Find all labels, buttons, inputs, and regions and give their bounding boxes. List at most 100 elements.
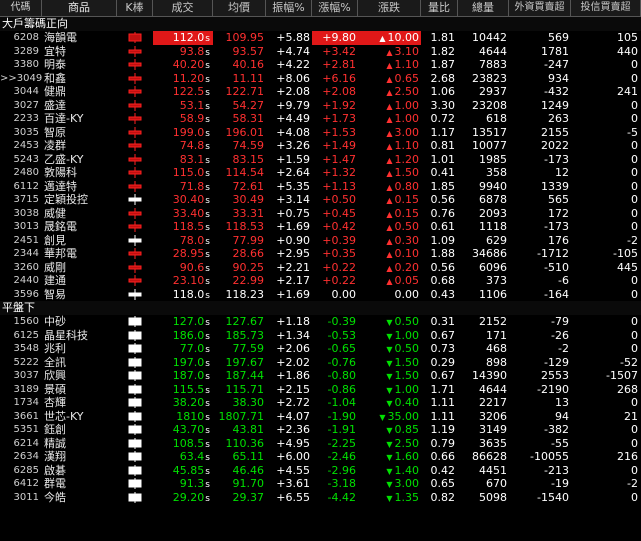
deal-value: 30.40 <box>172 193 205 206</box>
stock-name[interactable]: 世芯-KY <box>44 409 84 423</box>
stock-name[interactable]: 漢翔 <box>44 450 66 463</box>
table-row[interactable]: 2233 百達-KY 58.9s 58.31 +4.49 +1.73 ▲ 1.00 0.72 61… <box>0 112 641 126</box>
stock-name[interactable]: 健鼎 <box>44 85 66 98</box>
table-row[interactable]: 6285 啟碁 45.85s 46.46 +4.55 -2.96 ▼ 1.40 0.42 4451… <box>0 464 641 478</box>
stock-name[interactable]: 創見 <box>44 233 66 247</box>
table-row[interactable]: 3038 威健 33.40s 33.31 +0.75 +0.45 ▲ 0.15 0.76 2093… <box>0 207 641 221</box>
stock-name[interactable]: 杏輝 <box>44 396 66 409</box>
change-pct: -0.39 <box>327 315 356 328</box>
change-pct: -2.25 <box>327 436 356 450</box>
header-pct[interactable]: 漲幅% <box>312 0 358 16</box>
table-row[interactable]: >>3049 和鑫 11.20s 11.11 +8.06 +6.16 ▲ 0.65 2.68 23… <box>0 72 641 86</box>
header-code[interactable]: 代碼 <box>0 0 42 16</box>
stock-name[interactable]: 邁達特 <box>44 179 77 193</box>
table-row[interactable]: 3661 世芯-KY 1810s 1807.71 +4.07 -1.90 ▼ 35.00 1.1… <box>0 410 641 424</box>
stock-name[interactable]: 海韻電 <box>44 31 77 44</box>
table-row[interactable]: 6214 精誠 108.5s 110.36 +4.95 -2.25 ▼ 2.50 0.79 363… <box>0 437 641 451</box>
stock-name[interactable]: 智易 <box>44 287 66 301</box>
table-row[interactable]: 5222 全訊 197.0s 197.67 +2.02 -0.76 ▼ 1.50 0.29 898… <box>0 356 641 370</box>
table-row[interactable]: 5243 乙盛-KY 83.1s 83.15 +1.59 +1.47 ▲ 1.20 1.01 19… <box>0 153 641 167</box>
table-row[interactable]: 3037 欣興 187.0s 187.44 +1.86 -0.80 ▼ 1.50 0.67 143… <box>0 369 641 383</box>
table-row[interactable]: 3260 威剛 90.6s 90.25 +2.21 +0.22 ▲ 0.20 0.56 6096-… <box>0 261 641 275</box>
stock-name[interactable]: 盛達 <box>44 98 66 112</box>
header-chg[interactable]: 漲跌 <box>358 0 421 16</box>
table-row[interactable]: 6208 海韻電 112.0s 109.95 +5.88 +9.80 ▲ 10.00 1.81 1… <box>0 31 641 45</box>
table-row[interactable]: 2344 華邦電 28.95s 28.66 +2.95 +0.35 ▲ 0.10 1.88 346… <box>0 247 641 261</box>
stock-name[interactable]: 中砂 <box>44 315 66 328</box>
table-row[interactable]: 2453 凌群 74.8s 74.59 +3.26 +1.49 ▲ 1.10 0.81 10077… <box>0 139 641 153</box>
table-row[interactable]: 3011 今皓 29.20s 29.37 +6.55 -4.42 ▼ 1.35 0.82 5098… <box>0 491 641 505</box>
header-name[interactable]: 商品 <box>42 0 117 16</box>
stock-name[interactable]: 和鑫 <box>44 71 66 85</box>
stock-name[interactable]: 明泰 <box>44 58 66 71</box>
stock-name[interactable]: 全訊 <box>44 355 66 369</box>
header-deal[interactable]: 成交 <box>153 0 213 16</box>
table-row[interactable]: 2634 漢翔 63.4s 65.11 +6.00 -2.46 ▼ 1.60 0.66 86628… <box>0 450 641 464</box>
down-arrow-icon: ▼ <box>386 453 393 462</box>
change-amount: 0.05 <box>394 274 420 287</box>
stock-name[interactable]: 定穎投控 <box>44 193 88 206</box>
table-row[interactable]: 3189 景碩 115.5s 115.71 +2.15 -0.86 ▼ 1.00 1.71 464… <box>0 383 641 397</box>
table-row[interactable]: 3596 智易 118.0s 118.23 +1.69 0.00 0.00 0.43 1106 -… <box>0 288 641 302</box>
up-arrow-icon: ▲ <box>386 250 393 259</box>
change-pct: +0.45 <box>322 206 356 220</box>
stock-name[interactable]: 景碩 <box>44 382 66 396</box>
stock-name[interactable]: 智原 <box>44 125 66 139</box>
stock-name[interactable]: 欣興 <box>44 369 66 382</box>
change-pct: -1.91 <box>327 423 356 436</box>
stock-name[interactable]: 晟銘電 <box>44 220 77 233</box>
stock-name[interactable]: 啟碁 <box>44 463 66 477</box>
candlestick-icon <box>128 383 142 395</box>
total-volume: 4644 <box>479 44 507 58</box>
table-row[interactable]: 3548 兆利 77.0s 77.59 +2.06 -0.65 ▼ 0.50 0.73 468 -2… <box>0 342 641 356</box>
header-fi[interactable]: 外資買賣超 <box>509 0 571 16</box>
header-k[interactable]: K棒 <box>117 0 153 16</box>
stock-name[interactable]: 群電 <box>44 477 66 490</box>
table-row[interactable]: 1734 杏輝 38.20s 38.30 +2.72 -1.04 ▼ 0.40 1.11 2217… <box>0 396 641 410</box>
table-row[interactable]: 3289 宜特 93.8s 93.57 +4.74 +3.42 ▲ 3.10 1.82 4644 1… <box>0 45 641 59</box>
stock-name[interactable]: 華邦電 <box>44 247 77 260</box>
table-row[interactable]: 6125 晶星科技 186.0s 185.73 +1.34 -0.53 ▼ 1.00 0.67 1… <box>0 329 641 343</box>
stock-name[interactable]: 今皓 <box>44 490 66 504</box>
table-row[interactable]: 2451 創見 78.0s 77.99 +0.90 +0.39 ▲ 0.30 1.09 629 17… <box>0 234 641 248</box>
table-row[interactable]: 3380 明泰 40.20s 40.16 +4.22 +2.81 ▲ 1.10 1.87 7883… <box>0 58 641 72</box>
stock-name[interactable]: 精誠 <box>44 436 66 450</box>
stock-name[interactable]: 鈺創 <box>44 423 66 436</box>
foreign-net: -173 <box>544 152 569 166</box>
table-row[interactable]: 3013 晟銘電 118.5s 118.53 +1.69 +0.42 ▲ 0.50 0.61 11… <box>0 220 641 234</box>
stock-name[interactable]: 乙盛-KY <box>44 152 84 166</box>
stock-name[interactable]: 百達-KY <box>44 112 84 125</box>
deal-value: 187.0 <box>172 369 205 382</box>
stock-name[interactable]: 凌群 <box>44 139 66 152</box>
table-row[interactable]: 5351 鈺創 43.70s 43.81 +2.36 -1.91 ▼ 0.85 1.19 3149… <box>0 423 641 437</box>
table-row[interactable]: 3027 盛達 53.1s 54.27 +9.79 +1.92 ▲ 1.00 3.30 23208… <box>0 99 641 113</box>
header-avg[interactable]: 均價 <box>213 0 266 16</box>
amplitude-pct: +2.36 <box>276 423 310 436</box>
deal-flag: s <box>205 47 210 58</box>
stock-name[interactable]: 威健 <box>44 206 66 220</box>
header-it[interactable]: 投信買賣超 <box>571 0 641 16</box>
change-value: ▼ 2.50 <box>358 437 421 451</box>
header-vol[interactable]: 總量 <box>458 0 509 16</box>
header-vr[interactable]: 量比 <box>421 0 458 16</box>
table-row[interactable]: 3715 定穎投控 30.40s 30.49 +3.14 +0.50 ▲ 0.15 0.56 68… <box>0 193 641 207</box>
table-row[interactable]: 3044 健鼎 122.5s 122.71 +2.08 +2.08 ▲ 2.50 1.06 293… <box>0 85 641 99</box>
table-row[interactable]: 6412 群電 91.3s 91.70 +3.61 -3.18 ▼ 3.00 0.65 670 -1… <box>0 477 641 491</box>
stock-name[interactable]: 威剛 <box>44 260 66 274</box>
table-row[interactable]: 2440 建通 23.10s 22.99 +2.17 +0.22 ▲ 0.05 0.68 373-… <box>0 274 641 288</box>
table-row[interactable]: 6112 邁達特 71.8s 72.61 +5.35 +1.13 ▲ 0.80 1.85 9940… <box>0 180 641 194</box>
stock-name[interactable]: 兆利 <box>44 342 66 355</box>
table-row[interactable]: 3035 智原 199.0s 196.01 +4.08 +1.53 ▲ 3.00 1.17 135… <box>0 126 641 140</box>
stock-name[interactable]: 晶星科技 <box>44 328 88 342</box>
table-row[interactable]: 2480 敦陽科 115.0s 114.54 +2.64 +1.32 ▲ 1.50 0.41 35… <box>0 166 641 180</box>
header-amp[interactable]: 振幅% <box>266 0 312 16</box>
table-row[interactable]: 1560 中砂 127.0s 127.67 +1.18 -0.39 ▼ 0.50 0.31 215… <box>0 315 641 329</box>
stock-name[interactable]: 敦陽科 <box>44 166 77 179</box>
stock-name[interactable]: 宜特 <box>44 44 66 58</box>
amplitude-pct: +4.49 <box>276 112 310 125</box>
stock-name[interactable]: 建通 <box>44 274 66 287</box>
amplitude-pct: +0.90 <box>276 233 310 247</box>
foreign-net: -129 <box>544 355 569 369</box>
volume-ratio: 0.67 <box>430 369 456 382</box>
amplitude-pct: +4.07 <box>276 409 310 423</box>
